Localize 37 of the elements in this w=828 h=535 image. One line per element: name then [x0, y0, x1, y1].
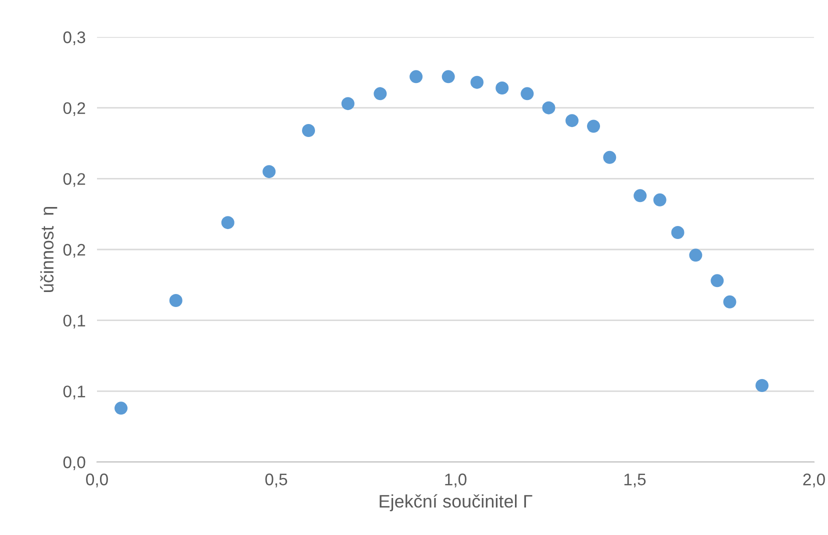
- point: [470, 76, 484, 89]
- x-axis-title: Ejekční součinitel Γ: [380, 494, 532, 512]
- point: [262, 165, 276, 178]
- point: [603, 150, 616, 164]
- point: [653, 193, 666, 206]
- point: [341, 97, 354, 110]
- x-tick-label: 1,0: [445, 474, 466, 488]
- y-tick-label: 0,1: [63, 386, 86, 400]
- point: [710, 274, 724, 288]
- y-tick-label: 0,3: [63, 31, 86, 46]
- point: [520, 87, 534, 100]
- point: [221, 216, 234, 230]
- point: [671, 226, 684, 240]
- x-tick-label: 1,5: [624, 474, 646, 488]
- point: [169, 294, 182, 308]
- point: [114, 402, 128, 415]
- point: [634, 189, 647, 202]
- point: [374, 87, 387, 100]
- y-axis-title: účinnost η: [40, 207, 58, 292]
- y-tick-label: 0,2: [63, 173, 86, 187]
- x-tick-label: 2,0: [803, 474, 825, 488]
- y-tick-label: 0,1: [63, 314, 86, 329]
- point: [496, 81, 509, 95]
- x-tick-label: 0,0: [86, 474, 108, 488]
- y-tick-label: 0,2: [63, 244, 86, 258]
- point: [756, 378, 769, 392]
- point: [442, 70, 455, 84]
- x-tick-label: 0,5: [265, 474, 288, 488]
- point: [542, 101, 556, 114]
- y-tick-label: 0,2: [63, 102, 86, 116]
- point: [566, 114, 579, 128]
- point: [723, 295, 736, 308]
- point: [410, 70, 423, 84]
- y-tick-label: 0,0: [63, 456, 86, 470]
- point: [689, 248, 702, 262]
- point: [587, 120, 600, 133]
- point: [302, 124, 316, 138]
